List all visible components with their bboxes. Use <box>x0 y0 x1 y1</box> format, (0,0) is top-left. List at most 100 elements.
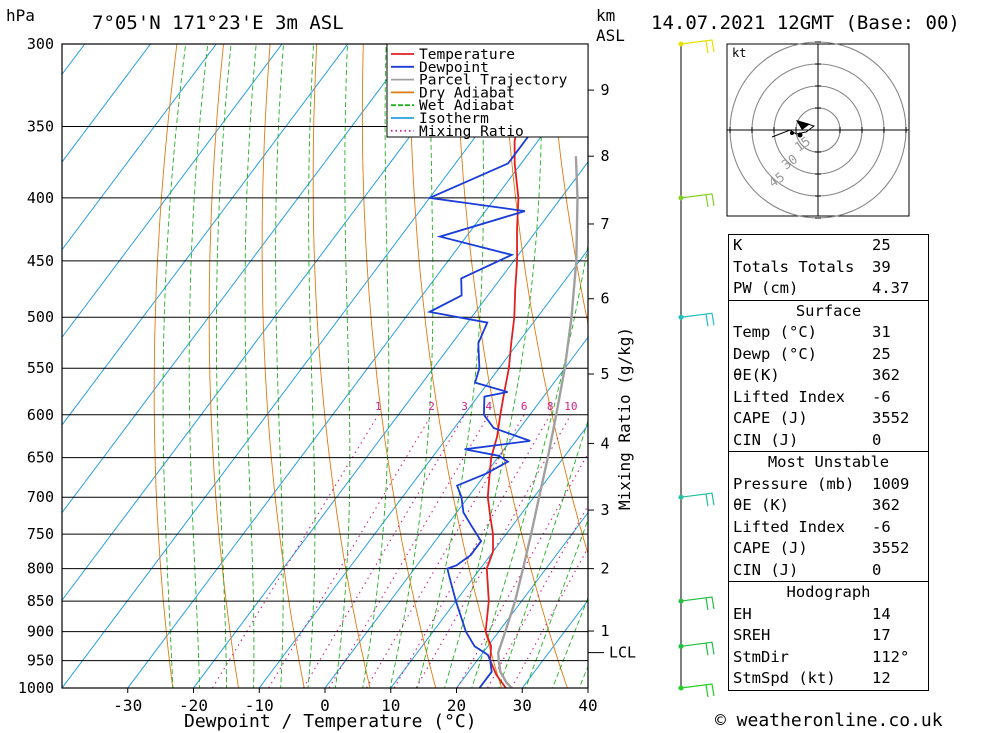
index-row: Pressure (mb) 1009 <box>729 474 928 496</box>
pressure-tick-label: 800 <box>27 560 54 578</box>
index-value: 1009 <box>872 474 910 493</box>
pressure-tick-label: 600 <box>27 406 54 424</box>
index-value: 25 <box>872 344 891 363</box>
index-row: SREH 17 <box>729 625 928 647</box>
index-value: 25 <box>872 236 891 254</box>
height-unit-km: km <box>596 6 615 25</box>
index-row: CAPE (J) 3552 <box>729 538 928 560</box>
index-value: 3552 <box>872 539 910 557</box>
wet-adiabat-line <box>362 44 390 688</box>
index-row: Dewp (°C) 25 <box>729 344 928 366</box>
height-label: 8 <box>600 147 609 165</box>
index-row: Totals Totals 39 <box>729 257 928 279</box>
lcl-label: LCL <box>609 644 636 662</box>
x-tick-label: -10 <box>245 696 274 715</box>
parcel-trajectory-line <box>496 156 579 688</box>
pressure-tick-label: 350 <box>27 117 54 135</box>
index-label: K <box>733 236 743 254</box>
x-tick-label: 0 <box>320 696 330 715</box>
background-lines <box>62 44 588 688</box>
axes: 1 2 3 4 6 8 1030035040045050055060065070075080… <box>18 35 636 715</box>
index-label: θE (K) <box>733 496 789 514</box>
height-label: 7 <box>600 215 609 233</box>
dry-adiabat-line <box>261 44 305 688</box>
wet-adiabat-line <box>162 44 187 688</box>
mixing-ratio-label: 6 <box>521 400 528 413</box>
isotherm-line <box>62 44 283 339</box>
index-row: StmSpd (kt) 12 <box>729 668 928 690</box>
index-row: PW (cm) 4.37 <box>729 278 928 300</box>
index-row: CIN (J) 0 <box>729 560 928 582</box>
mixing-ratio-line <box>302 414 466 688</box>
index-label: Pressure (mb) <box>733 474 855 493</box>
pressure-tick-label: 700 <box>27 488 54 506</box>
wet-adiabat-line <box>498 419 588 688</box>
wind-barb <box>680 39 715 53</box>
mixing-ratio-line <box>268 414 433 688</box>
index-label: Totals Totals <box>733 257 855 276</box>
index-label: EH <box>733 604 752 623</box>
pressure-tick-label: 550 <box>27 359 54 377</box>
wind-profile <box>678 39 715 698</box>
pressure-tick-label: 650 <box>27 449 54 467</box>
x-axis-label: Dewpoint / Temperature (°C) <box>184 711 477 732</box>
wind-barb <box>680 641 715 655</box>
index-value: -6 <box>872 387 891 406</box>
index-row: CAPE (J) 3552 <box>729 408 928 430</box>
pressure-tick-label: 950 <box>27 652 54 670</box>
legend-label: Parcel Trajectory <box>419 73 568 89</box>
hodograph-storm-motion-icon <box>796 120 810 130</box>
isotherm-line <box>62 44 480 602</box>
index-label: StmDir <box>733 647 789 666</box>
pressure-tick-label: 750 <box>27 525 54 543</box>
hodograph-ring-label: 15 <box>792 134 813 155</box>
legend-label: Wet Adiabat <box>419 98 515 114</box>
wet-adiabat-line <box>215 44 232 688</box>
height-label: 1 <box>600 622 609 640</box>
index-value: 39 <box>872 257 891 276</box>
index-value: 14 <box>872 604 891 623</box>
index-row: K 25 <box>729 235 928 257</box>
mixing-ratio-label: 4 <box>485 400 492 413</box>
x-tick-label: 10 <box>381 696 400 715</box>
x-tick-label: -30 <box>113 696 142 715</box>
hodograph-surface-point <box>797 132 803 138</box>
legend-box <box>386 43 589 138</box>
index-label: θE(K) <box>733 366 780 384</box>
index-row: StmDir 112° <box>729 647 928 669</box>
pressure-tick-label: 1000 <box>18 679 54 697</box>
mixing-ratio-line <box>211 414 379 688</box>
wind-barb <box>680 193 715 206</box>
isotherm-line <box>62 44 415 514</box>
pressure-tick-label: 850 <box>27 592 54 610</box>
index-value: 0 <box>872 430 882 449</box>
wind-barb-feather <box>705 684 709 698</box>
x-tick-label: 20 <box>447 696 466 715</box>
pressure-tick-label: 300 <box>27 35 54 53</box>
index-label: Lifted Index <box>733 517 845 536</box>
mixing-ratio-label: 8 <box>547 400 554 413</box>
surface-title: Surface <box>795 301 862 320</box>
pressure-tick-label: 450 <box>27 252 54 270</box>
wind-barb <box>680 312 715 326</box>
wet-adiabat-line <box>188 44 209 688</box>
index-row: CIN (J) 0 <box>729 430 928 452</box>
index-label: CAPE (J) <box>733 539 808 557</box>
location-title: 7°05'N 171°23'E 3m ASL <box>92 12 344 34</box>
index-label: Dewp (°C) <box>733 344 817 363</box>
mixing-ratio-line <box>456 452 588 688</box>
height-label: 5 <box>600 365 609 383</box>
sounding-series <box>412 44 588 688</box>
hodograph-title: Hodograph <box>786 583 871 601</box>
index-row: θE(K) 362 <box>729 365 928 387</box>
height-label: 4 <box>600 434 609 452</box>
dry-adiabat-line <box>208 44 239 688</box>
x-tick-label: -20 <box>179 696 208 715</box>
index-value: 3552 <box>872 409 910 427</box>
height-label: 9 <box>600 81 609 99</box>
height-label: 3 <box>600 501 609 519</box>
index-value: 112° <box>872 647 910 666</box>
dewpoint-line <box>412 44 588 688</box>
